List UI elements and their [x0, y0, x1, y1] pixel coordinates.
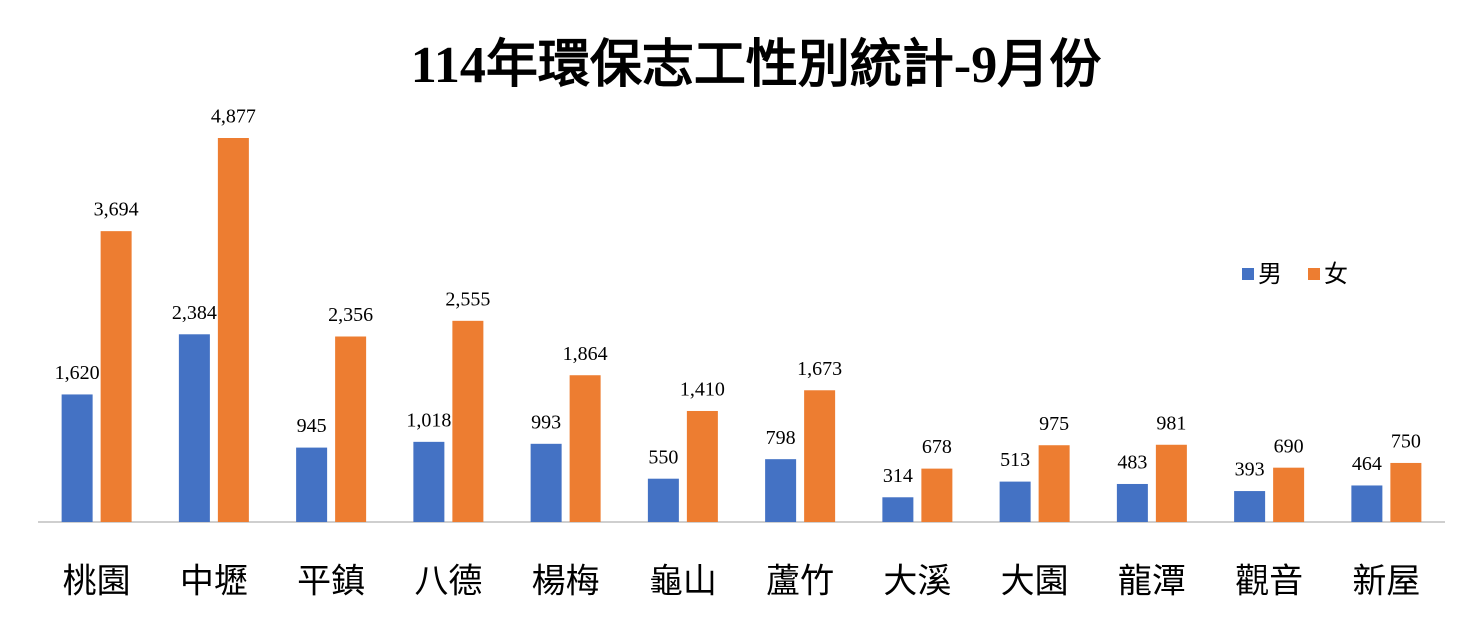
bar: [452, 320, 484, 522]
value-label: 2,356: [328, 304, 373, 326]
x-tick-label: 蘆竹: [766, 562, 834, 602]
bar: [530, 443, 562, 522]
bar: [61, 394, 93, 522]
value-label: 798: [766, 427, 796, 449]
bar: [1155, 444, 1187, 522]
value-label: 750: [1391, 431, 1421, 453]
bar: [999, 481, 1031, 522]
bar: [178, 334, 210, 522]
bar: [413, 441, 445, 522]
value-label: 3,694: [94, 199, 139, 221]
value-label: 1,864: [563, 343, 608, 365]
chart-title: 114年環保志工性別統計-9月份: [411, 36, 1101, 94]
value-label: 1,018: [406, 409, 451, 431]
value-label: 981: [1156, 412, 1186, 434]
value-label: 1,673: [797, 358, 842, 380]
bar: [1273, 467, 1305, 522]
value-label: 945: [297, 415, 327, 437]
bar: [765, 459, 797, 522]
value-label: 464: [1352, 453, 1382, 475]
legend-swatch: [1308, 268, 1320, 280]
value-label: 975: [1039, 413, 1069, 435]
bar: [217, 138, 249, 522]
x-tick-label: 桃園: [63, 562, 131, 602]
x-tick-label: 平鎮: [297, 562, 365, 602]
value-label: 513: [1000, 449, 1030, 471]
legend-label: 男: [1258, 260, 1282, 288]
bar: [647, 478, 679, 522]
value-label: 483: [1117, 452, 1147, 474]
bar: [100, 231, 132, 522]
bar: [686, 410, 718, 522]
x-tick-label: 龜山: [649, 562, 717, 602]
x-tick-label: 大園: [1001, 562, 1069, 602]
value-label: 314: [883, 465, 913, 487]
bar: [1038, 445, 1070, 522]
bar: [1351, 485, 1383, 522]
x-tick-label: 八德: [414, 562, 482, 602]
bar: [882, 497, 914, 522]
bar: [921, 468, 953, 522]
x-tick-label: 新屋: [1352, 562, 1420, 602]
legend-label: 女: [1324, 260, 1348, 288]
x-tick-label: 大溪: [883, 562, 951, 602]
x-tick-label: 龍潭: [1118, 562, 1186, 602]
bar: [296, 447, 328, 522]
bar: [1390, 462, 1422, 522]
value-label: 678: [922, 436, 952, 458]
value-label: 4,877: [211, 106, 256, 128]
value-label: 1,620: [55, 362, 100, 384]
value-label: 993: [531, 411, 561, 433]
x-tick-label: 楊梅: [532, 562, 600, 602]
bar: [804, 390, 836, 522]
bar: [1234, 491, 1266, 522]
value-label: 690: [1274, 435, 1304, 457]
value-label: 550: [648, 446, 678, 468]
x-tick-label: 觀音: [1235, 562, 1303, 602]
value-label: 1,410: [680, 379, 725, 401]
value-label: 2,384: [172, 302, 217, 324]
value-label: 2,555: [445, 288, 490, 310]
bar: [335, 336, 367, 522]
x-tick-label: 中壢: [180, 562, 248, 602]
legend-swatch: [1242, 268, 1254, 280]
bar: [569, 375, 601, 522]
value-label: 393: [1235, 459, 1265, 481]
bar: [1116, 483, 1148, 522]
